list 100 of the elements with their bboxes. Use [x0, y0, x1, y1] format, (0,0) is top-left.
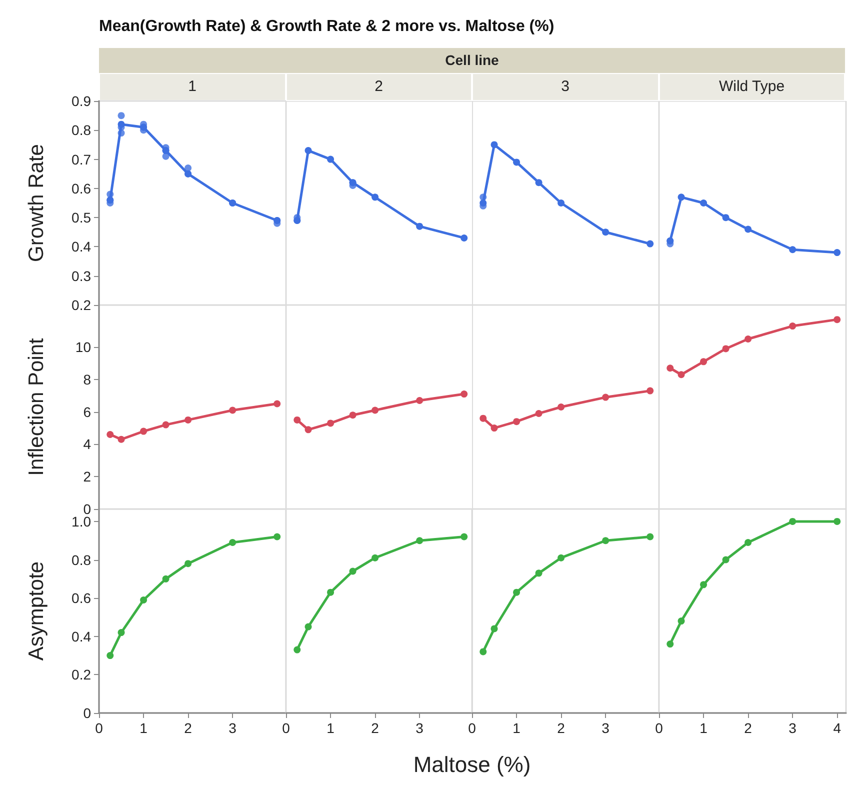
text: Cell line [99, 48, 845, 73]
text: Mean(Growth Rate) & Growth Rate & 2 more vs. Maltose (%) [99, 18, 554, 36]
point [293, 646, 300, 654]
point [460, 234, 468, 242]
point [416, 397, 423, 404]
point [371, 194, 378, 201]
point [348, 412, 356, 419]
point [666, 237, 674, 244]
point [722, 556, 729, 564]
point [162, 147, 170, 154]
point [677, 371, 684, 378]
point [118, 120, 125, 128]
point [480, 648, 487, 656]
chart-title: Wild Type [658, 74, 844, 100]
x-tick-label: 2 [557, 720, 566, 736]
point [700, 358, 707, 366]
point [788, 518, 796, 525]
x-tick-label: 0 [282, 720, 290, 736]
point [162, 575, 170, 582]
chart-title: 1 [99, 74, 284, 100]
point [326, 156, 334, 163]
y-tick-label: 0.6 [72, 590, 92, 606]
point [140, 428, 148, 435]
chart-title: 2 [286, 74, 471, 100]
point [460, 390, 468, 398]
y-tick-label: 4 [83, 436, 92, 452]
point [646, 240, 654, 248]
y-tick-label: 10 [75, 339, 92, 356]
point [490, 424, 498, 432]
y-tick-label: 0.5 [72, 210, 92, 226]
point [274, 400, 281, 408]
point [535, 179, 542, 186]
point [229, 406, 236, 414]
point [293, 416, 300, 424]
x-tick-label: 1 [512, 720, 521, 736]
x-tick-label: 2 [184, 720, 192, 736]
x-tick-label: 1 [326, 720, 334, 736]
chart-title: 3 [472, 74, 658, 100]
y-tick-label: 8 [83, 371, 92, 388]
point [326, 420, 334, 427]
x-tick-label: 3 [228, 720, 237, 736]
point [184, 560, 192, 568]
point [558, 404, 565, 410]
point [602, 537, 610, 544]
y-tick-label: 0.4 [72, 628, 92, 644]
point [118, 112, 125, 120]
point [490, 625, 498, 632]
point [304, 623, 312, 630]
point [140, 124, 148, 131]
y-tick-label: 0.8 [72, 122, 92, 138]
y-tick-label: 0.3 [72, 268, 92, 284]
point [677, 618, 684, 625]
point [118, 629, 125, 636]
y-tick-label: 0.9 [72, 93, 92, 109]
x-tick-label: 3 [415, 720, 424, 736]
x-tick-label: 3 [602, 720, 610, 736]
y-tick-label: 0.4 [72, 238, 92, 255]
point [744, 226, 752, 233]
y-axis-title: Inflection Point [25, 338, 48, 476]
x-tick-label: 0 [95, 720, 104, 736]
point [602, 394, 610, 401]
point [722, 345, 729, 352]
y-tick-label: 0.6 [72, 180, 92, 196]
point [229, 539, 236, 546]
point [326, 588, 334, 596]
point [371, 554, 378, 562]
y-tick-label: 6 [83, 404, 92, 420]
point [140, 596, 148, 604]
point [744, 336, 752, 342]
x-tick-label: 3 [788, 720, 796, 736]
point [460, 533, 468, 540]
point [513, 418, 520, 426]
point [513, 588, 520, 596]
point [348, 179, 356, 186]
point [274, 533, 281, 540]
y-tick-label: 2 [83, 468, 92, 485]
point [558, 200, 565, 206]
point [833, 518, 840, 525]
point [513, 158, 520, 166]
point [535, 410, 542, 417]
point [184, 170, 192, 178]
point [348, 568, 356, 575]
point [480, 414, 487, 422]
point [118, 436, 125, 443]
point [558, 554, 565, 562]
point [744, 539, 752, 546]
point [788, 322, 796, 330]
point [646, 533, 654, 540]
y-axis-title: Asymptote [25, 561, 48, 661]
point [106, 652, 114, 660]
point [480, 200, 487, 206]
point [666, 640, 674, 648]
x-tick-label: 2 [370, 720, 379, 736]
point [304, 426, 312, 434]
point [106, 431, 114, 438]
point [490, 141, 498, 148]
x-tick-label: 2 [744, 720, 752, 736]
point [788, 246, 796, 254]
y-axis-title: Growth Rate [25, 144, 48, 262]
point [833, 249, 840, 256]
